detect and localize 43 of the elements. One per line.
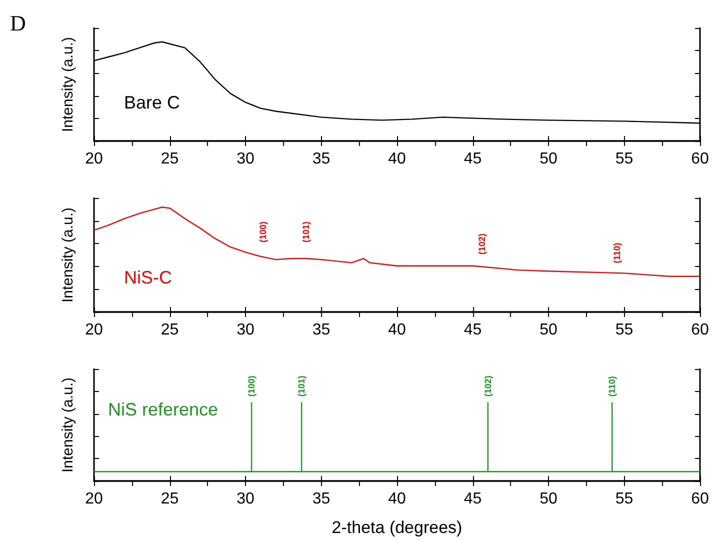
x-tick-label: 35 [312,150,330,168]
x-tick-label: 60 [691,490,709,508]
x-tick-label: 60 [691,322,709,338]
x-tick-label: 55 [615,322,634,338]
series-label: NiS reference [108,399,218,420]
y-axis-title: Intensity (a.u.) [60,207,76,303]
annotation: (100) [258,221,268,243]
x-tick-label: 45 [464,490,482,508]
x-tick-label: 55 [615,150,634,168]
x-tick-label: 45 [464,322,482,338]
x-tick-label: 20 [85,150,103,168]
text: NiS-C [124,268,172,288]
y-axis-title: Intensity (a.u.) [60,377,76,473]
chart-title: D [10,10,26,36]
x-tick-label: 60 [691,150,709,168]
x-tick-label: 30 [236,150,254,168]
x-tick-label: 25 [160,322,179,338]
annotation: (101) [301,221,311,243]
x-tick-label: 35 [312,322,330,338]
x-tick-label: 45 [464,150,482,168]
x-tick-label: 25 [160,490,179,508]
x-tick-label: 35 [312,490,330,508]
x-tick-label: 50 [540,150,558,168]
x-tick-label: 40 [388,490,406,508]
x-tick-label: 20 [85,490,103,508]
x-tick-label: 55 [615,490,634,508]
x-tick-label: 50 [540,322,558,338]
x-tick-label: 20 [85,322,103,338]
y-axis-title: Intensity (a.u.) [60,36,76,132]
annotation: (102) [482,376,493,397]
annotation: (110) [612,242,622,264]
legend-label: Bare C [124,92,180,113]
x-axis-title: 2-theta (degrees) [332,518,462,537]
x-tick-label: 30 [236,322,254,338]
annotation: (102) [477,233,487,255]
annotation: (110) [607,376,618,397]
x-tick-label: 40 [388,322,406,338]
annotation: (100) [246,376,257,397]
x-tick-label: 25 [160,150,179,168]
x-tick-label: 40 [388,150,406,168]
annotation: (101) [296,376,307,397]
x-tick-label: 50 [540,490,558,508]
x-tick-label: 30 [236,490,254,508]
